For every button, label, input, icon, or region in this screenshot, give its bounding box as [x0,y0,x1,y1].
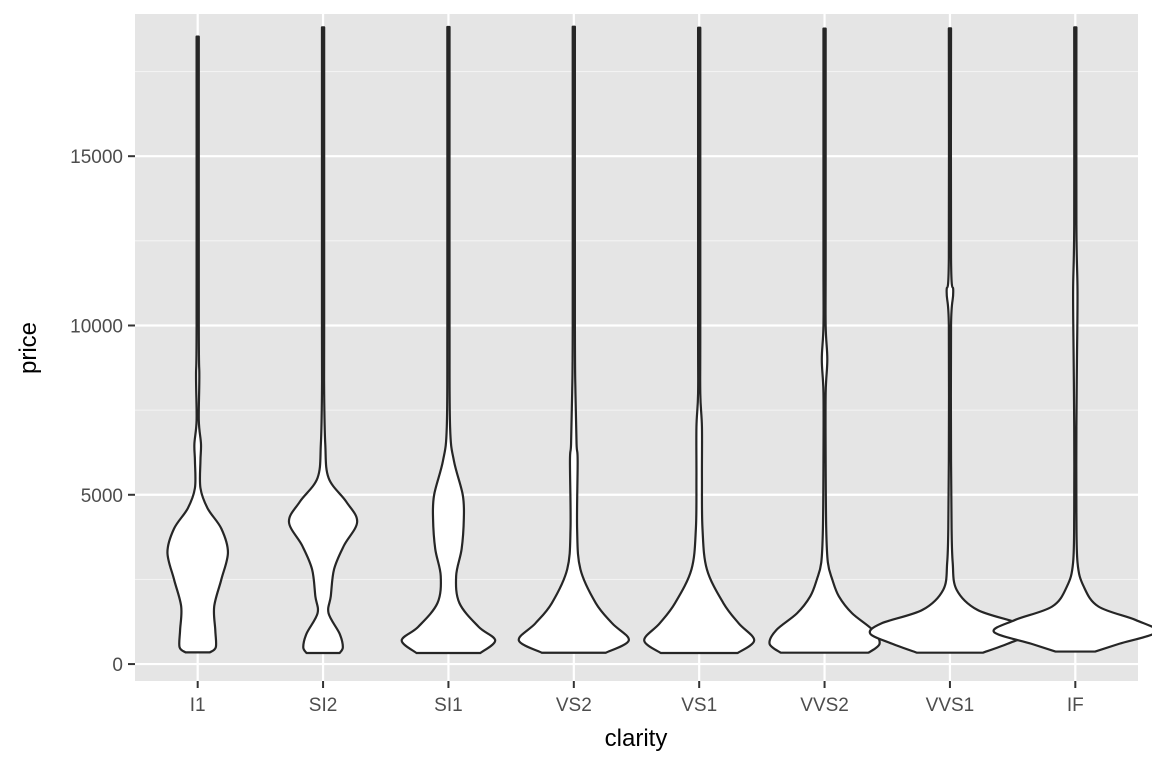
y-tick-label: 0 [112,655,123,676]
violins [166,25,1152,655]
x-tick-label-vs1: VS1 [681,695,717,716]
y-tick-label: 5000 [81,486,123,507]
x-tick-label-i1: I1 [190,695,206,716]
violin-si2 [287,26,359,655]
violin-if [992,26,1152,653]
violin-vvs1 [868,27,1032,654]
x-axis: I1 SI2 SI1 VS2 VS1 VVS2 VVS1 IF [190,681,1084,716]
y-tick-label: 15000 [70,147,123,168]
minor-gridlines [135,71,1138,580]
x-tick-label-vs2: VS2 [556,695,592,716]
y-axis-title: price [15,322,42,374]
violin-vs1 [643,26,756,655]
x-tick-label-if: IF [1067,695,1084,716]
y-axis: 0 5000 10000 15000 [70,147,135,676]
x-tick-label-vvs1: VVS1 [926,695,975,716]
plot-panel [135,14,1138,681]
x-tick-label-si2: SI2 [309,695,338,716]
x-tick-label-si1: SI1 [434,695,463,716]
violin-i1 [166,35,230,654]
x-axis-title: clarity [605,725,668,752]
x-tick-label-vvs2: VVS2 [800,695,849,716]
y-tick-label: 10000 [70,316,123,337]
violin-vvs2 [768,27,881,654]
violin-vs2 [517,25,630,654]
violin-si1 [400,25,497,655]
